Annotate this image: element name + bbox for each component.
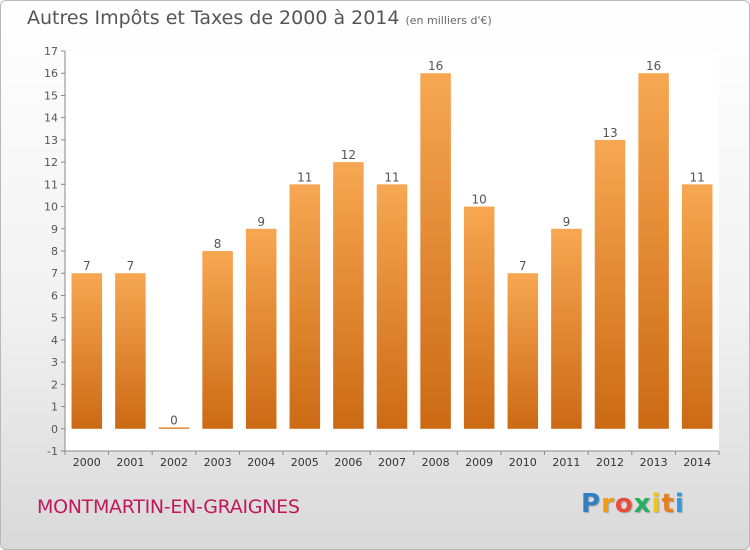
bar-value-label: 7 [83, 259, 91, 273]
logo-letter: i [651, 489, 662, 519]
bar-value-label: 16 [428, 59, 443, 73]
x-tick-label: 2009 [465, 456, 493, 469]
proxiti-logo: Proxiti [581, 489, 685, 519]
bar [158, 427, 190, 429]
y-tick-label: 8 [51, 245, 58, 258]
bar [638, 73, 669, 429]
y-tick-label: 4 [51, 334, 58, 347]
y-tick-label: 15 [44, 89, 58, 102]
y-tick-label: 0 [51, 423, 58, 436]
bar-value-label: 0 [170, 413, 178, 427]
bar-value-label: 12 [341, 148, 356, 162]
bar [202, 251, 233, 429]
x-tick-label: 2005 [291, 456, 319, 469]
y-tick-label: -1 [47, 445, 58, 458]
bar-value-label: 8 [214, 237, 222, 251]
x-tick-label: 2013 [640, 456, 668, 469]
bars [71, 73, 713, 429]
y-tick-label: 6 [51, 289, 58, 302]
bar-value-label: 9 [257, 215, 265, 229]
y-tick-label: 10 [44, 201, 58, 214]
bar-value-label: 11 [297, 170, 312, 184]
bar [551, 228, 582, 429]
logo-letter: t [661, 489, 675, 519]
x-tick-label: 2010 [509, 456, 537, 469]
x-tick-label: 2001 [116, 456, 144, 469]
bar-value-label: 10 [472, 193, 487, 207]
logo-letter: i [674, 489, 685, 519]
y-tick-label: 17 [44, 45, 58, 58]
bar-value-label: 9 [563, 215, 571, 229]
logo-letter: x [633, 489, 652, 519]
y-tick-label: 12 [44, 156, 58, 169]
bar [71, 273, 103, 429]
x-axis: 2000 2001 2002 2003 2004 2005 2006 2007 2008 2009… [64, 450, 720, 469]
logo-letter: r [601, 489, 615, 519]
chart-title-text: Autres Impôts et Taxes de 2000 à 2014 [27, 7, 400, 29]
x-tick-label: 2000 [73, 456, 101, 469]
y-tick-label: 5 [51, 312, 58, 325]
bar-value-label: 7 [519, 259, 527, 273]
bar [594, 139, 626, 429]
x-tick-label: 2011 [552, 456, 580, 469]
bar [333, 162, 364, 429]
x-tick-label: 2002 [160, 456, 188, 469]
data-labels: 7 7 0 8 9 11 12 11 16 10 7 9 13 16 11 [83, 59, 705, 427]
x-tick-label: 2004 [247, 456, 275, 469]
x-tick-label: 2006 [334, 456, 362, 469]
y-tick-label: 11 [44, 178, 58, 191]
y-tick-label: 7 [51, 267, 58, 280]
y-tick-label: 1 [51, 401, 58, 414]
x-tick-label: 2003 [204, 456, 232, 469]
x-tick-label: 2008 [422, 456, 450, 469]
chart-title: Autres Impôts et Taxes de 2000 à 2014 (en… [27, 7, 492, 29]
x-tick-label: 2014 [683, 456, 711, 469]
y-tick-label: 3 [51, 356, 58, 369]
bar [245, 228, 277, 429]
x-tick-label: 2012 [596, 456, 624, 469]
bar-value-label: 16 [646, 59, 661, 73]
chart-subtitle: (en milliers d'€) [405, 14, 492, 27]
bar [289, 184, 321, 429]
commune-name: MONTMARTIN-EN-GRAIGNES [37, 496, 300, 518]
y-tick-label: 9 [51, 223, 58, 236]
bar [376, 184, 408, 429]
y-tick-label: 2 [51, 378, 58, 391]
logo-letter: P [581, 489, 602, 519]
y-tick-label: 16 [44, 67, 58, 80]
y-tick-label: 13 [44, 134, 58, 147]
bar-value-label: 7 [127, 259, 135, 273]
logo-letter: o [614, 489, 634, 519]
y-tick-label: 14 [44, 112, 58, 125]
bar [507, 273, 539, 429]
bar-value-label: 11 [384, 170, 399, 184]
bar-value-label: 11 [690, 170, 705, 184]
bar [463, 206, 495, 429]
x-tick-label: 2007 [378, 456, 406, 469]
bar-value-label: 13 [602, 126, 617, 140]
bar [681, 184, 713, 429]
bar [115, 273, 146, 429]
bar [420, 73, 451, 429]
